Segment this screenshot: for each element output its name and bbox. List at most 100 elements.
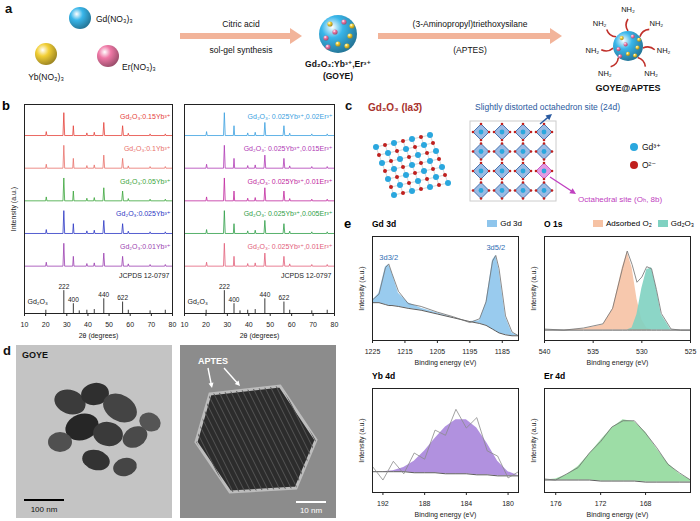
html-text:Gd 3d: Gd 3d — [372, 218, 397, 229]
svg-text:400: 400 — [229, 296, 240, 303]
svg-text:622: 622 — [117, 294, 128, 301]
svg-text:Intensity (a.u.): Intensity (a.u.) — [10, 187, 18, 231]
svg-text:Binding energy (eV): Binding energy (eV) — [587, 359, 649, 367]
svg-text:40: 40 — [245, 321, 253, 328]
svg-text:2θ (degrees): 2θ (degrees) — [240, 332, 280, 340]
svg-text:Gd₂O₃:Yb³⁺,Er³⁺: Gd₂O₃:Yb³⁺,Er³⁺ — [305, 59, 371, 69]
svg-text:20: 20 — [202, 321, 210, 328]
svg-text:GOYE@APTES: GOYE@APTES — [596, 83, 661, 93]
svg-text:Intensity (a.u.): Intensity (a.u.) — [358, 266, 366, 310]
svg-text:100 nm: 100 nm — [31, 505, 58, 514]
svg-text:Binding energy (eV): Binding energy (eV) — [415, 511, 477, 519]
svg-text:Gd₂O₃: Gd₂O₃ — [188, 298, 209, 305]
svg-text:NH₂: NH₂ — [649, 19, 663, 28]
svg-text:1205: 1205 — [430, 348, 446, 355]
svg-text:Yb(NO₃)₃: Yb(NO₃)₃ — [28, 72, 64, 82]
svg-text:176: 176 — [550, 500, 562, 507]
svg-text:1185: 1185 — [495, 348, 510, 355]
svg-text:50: 50 — [266, 321, 274, 328]
svg-text:622: 622 — [278, 294, 289, 301]
svg-text:2θ (degrees): 2θ (degrees) — [79, 332, 119, 340]
svg-text:d: d — [3, 343, 11, 358]
svg-text:NH₂: NH₂ — [593, 19, 607, 28]
svg-text:Gd₂O₃: 0.025Yb³⁺,0.015Er³⁺: Gd₂O₃: 0.025Yb³⁺,0.015Er³⁺ — [244, 145, 333, 152]
svg-text:10: 10 — [181, 321, 189, 328]
svg-text:70: 70 — [147, 321, 155, 328]
svg-text:(GOYE): (GOYE) — [323, 71, 353, 81]
svg-text:Gd₂O₃:0.15Yb³⁺: Gd₂O₃:0.15Yb³⁺ — [120, 113, 171, 120]
svg-text:(3-Aminopropyl)triethoxysilane: (3-Aminopropyl)triethoxysilane — [413, 19, 528, 29]
svg-text:222: 222 — [219, 283, 230, 290]
svg-text:c: c — [345, 98, 352, 113]
svg-text:Citric acid: Citric acid — [222, 19, 260, 29]
svg-text:400: 400 — [68, 296, 79, 303]
svg-text:525: 525 — [685, 348, 697, 355]
svg-text:NH₂: NH₂ — [598, 69, 612, 78]
svg-text:(APTES): (APTES) — [453, 45, 487, 55]
svg-text:Binding energy (eV): Binding energy (eV) — [587, 511, 649, 519]
svg-text:NH₂: NH₂ — [644, 69, 658, 78]
svg-text:Gd₂O₃:0.01Yb³⁺: Gd₂O₃:0.01Yb³⁺ — [120, 243, 171, 250]
svg-text:NH₂: NH₂ — [621, 5, 635, 14]
svg-text:440: 440 — [98, 291, 109, 298]
svg-text:APTES: APTES — [198, 356, 228, 366]
svg-text:50: 50 — [105, 321, 113, 328]
svg-text:440: 440 — [259, 291, 270, 298]
svg-text:Intensity (a.u.): Intensity (a.u.) — [358, 418, 366, 462]
svg-text:Gd₂O₃:0.05Yb³⁺: Gd₂O₃:0.05Yb³⁺ — [120, 178, 171, 185]
svg-text:Gd₂O₃: 0.025Yb³⁺,0.01Er³⁺: Gd₂O₃: 0.025Yb³⁺,0.01Er³⁺ — [248, 178, 333, 185]
svg-text:GOYE: GOYE — [22, 350, 48, 360]
svg-text:Gd₂O₃:0.1Yb³⁺: Gd₂O₃:0.1Yb³⁺ — [124, 145, 171, 152]
svg-text:1225: 1225 — [365, 348, 381, 355]
svg-text:180: 180 — [502, 500, 514, 507]
svg-text:1195: 1195 — [462, 348, 477, 355]
svg-text:Octahedral site (Oₕ, 8b): Octahedral site (Oₕ, 8b) — [578, 195, 662, 204]
svg-text:O²⁻: O²⁻ — [642, 160, 656, 170]
svg-text:Gd₂O₃: 0.025Yb³⁺,0.02Er³⁺: Gd₂O₃: 0.025Yb³⁺,0.02Er³⁺ — [248, 113, 333, 120]
svg-text:Er(NO₃)₃: Er(NO₃)₃ — [122, 62, 156, 72]
svg-text:Gd₂O₃: 0.025Yb³⁺,0.005Er³⁺: Gd₂O₃: 0.025Yb³⁺,0.005Er³⁺ — [244, 210, 333, 217]
svg-text:JCPDS 12-0797: JCPDS 12-0797 — [119, 272, 170, 279]
svg-text:Gd₂O₃: Gd₂O₃ — [28, 298, 49, 305]
svg-text:60: 60 — [288, 321, 296, 328]
svg-text:Gd₂O₃: 0.025Yb³⁺,0.01Er³⁺: Gd₂O₃: 0.025Yb³⁺,0.01Er³⁺ — [248, 243, 333, 250]
svg-text:3d3/2: 3d3/2 — [379, 253, 398, 262]
svg-text:540: 540 — [539, 348, 551, 355]
svg-text:JCPDS 12-0797: JCPDS 12-0797 — [281, 272, 332, 279]
svg-text:222: 222 — [58, 283, 69, 290]
svg-text:80: 80 — [331, 321, 339, 328]
svg-text:40: 40 — [84, 321, 92, 328]
svg-text:Gd³⁺: Gd³⁺ — [642, 142, 661, 152]
svg-text:10: 10 — [21, 321, 29, 328]
svg-text:Gd₂O₃:0.025Yb³⁺: Gd₂O₃:0.025Yb³⁺ — [116, 210, 171, 217]
svg-text:172: 172 — [595, 500, 607, 507]
svg-text:sol-gel synthesis: sol-gel synthesis — [210, 45, 273, 55]
svg-text:Slightly distorted octahedron: Slightly distorted octahedron site (24d) — [475, 102, 620, 112]
svg-text:3d5/2: 3d5/2 — [486, 243, 505, 252]
svg-text:1215: 1215 — [397, 348, 413, 355]
svg-text:70: 70 — [309, 321, 317, 328]
html-text:O 1s: O 1s — [544, 218, 563, 229]
svg-text:a: a — [5, 1, 13, 16]
html-text:Yb 4d: Yb 4d — [372, 370, 396, 381]
svg-text:Intensity (a.u.): Intensity (a.u.) — [530, 418, 538, 462]
svg-text:535: 535 — [587, 348, 599, 355]
svg-text:Gd(NO₃)₃: Gd(NO₃)₃ — [96, 14, 133, 24]
html-text:Er 4d: Er 4d — [544, 370, 566, 381]
svg-text:60: 60 — [126, 321, 134, 328]
svg-text:30: 30 — [63, 321, 71, 328]
svg-text:NH₂: NH₂ — [585, 46, 599, 55]
svg-text:80: 80 — [169, 321, 177, 328]
svg-text:168: 168 — [640, 500, 652, 507]
svg-text:Intensity (a.u.): Intensity (a.u.) — [530, 266, 538, 310]
svg-text:184: 184 — [461, 500, 473, 507]
svg-text:192: 192 — [377, 500, 389, 507]
svg-text:30: 30 — [223, 321, 231, 328]
svg-text:20: 20 — [42, 321, 50, 328]
svg-text:530: 530 — [636, 348, 648, 355]
svg-text:188: 188 — [419, 500, 431, 507]
svg-text:10 nm: 10 nm — [300, 506, 323, 515]
svg-text:Gd₂O₃ (Ia3̄): Gd₂O₃ (Ia3̄) — [368, 102, 422, 113]
svg-text:Binding energy (eV): Binding energy (eV) — [415, 359, 477, 367]
svg-text:NH₂: NH₂ — [657, 46, 671, 55]
